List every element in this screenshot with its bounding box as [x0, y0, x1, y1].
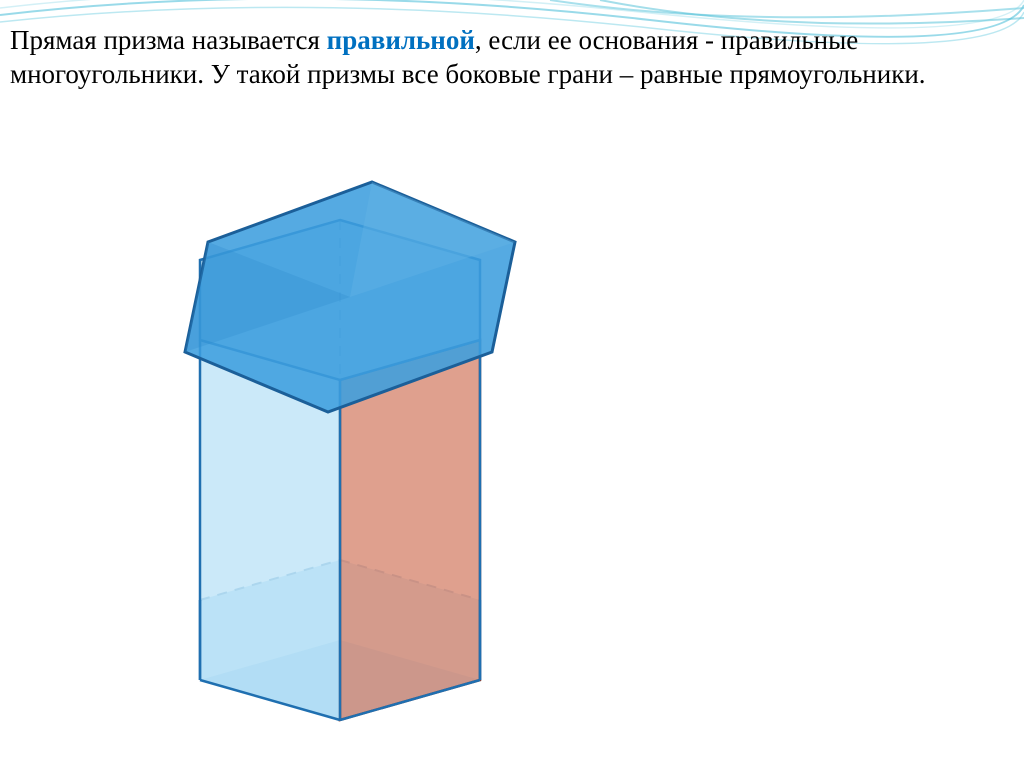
definition-text: Прямая призма называется правильной, есл…	[10, 24, 1010, 92]
text-highlight: правильной	[327, 25, 475, 55]
prism-diagram	[110, 160, 570, 750]
text-part1: Прямая призма называется	[10, 25, 327, 55]
